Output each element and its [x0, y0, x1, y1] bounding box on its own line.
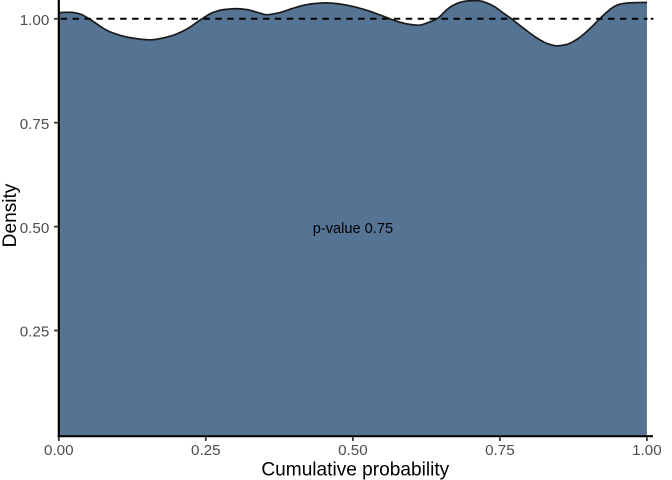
svg-text:0.50: 0.50 [338, 442, 368, 459]
svg-text:0.25: 0.25 [191, 442, 221, 459]
svg-text:1.00: 1.00 [632, 442, 662, 459]
svg-text:1.00: 1.00 [20, 12, 50, 29]
svg-text:Density: Density [0, 183, 21, 247]
svg-text:0.25: 0.25 [20, 324, 50, 341]
svg-text:0.75: 0.75 [485, 442, 515, 459]
svg-text:0.50: 0.50 [20, 220, 50, 237]
svg-text:0.00: 0.00 [44, 442, 74, 459]
svg-text:Cumulative probability: Cumulative probability [261, 460, 449, 480]
svg-text:p-value 0.75: p-value 0.75 [313, 221, 393, 237]
svg-text:0.75: 0.75 [20, 116, 50, 133]
